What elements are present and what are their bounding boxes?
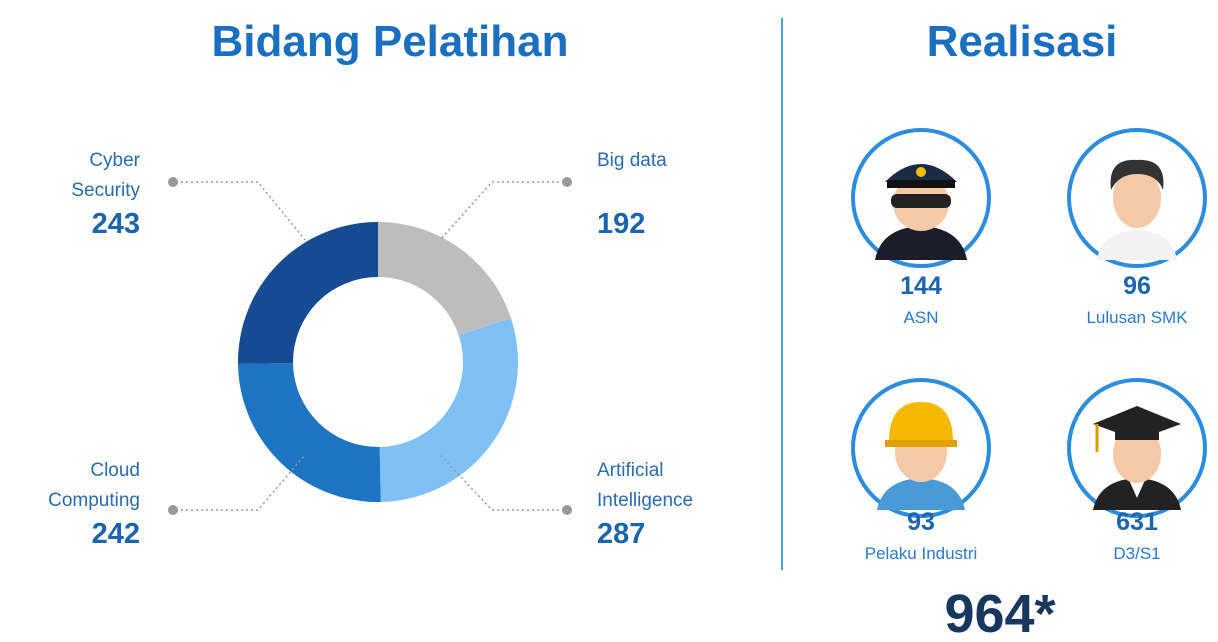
segment-name: Artificial Intelligence (597, 456, 693, 516)
donut (238, 222, 518, 502)
segment-value: 243 (71, 206, 140, 242)
realisasi-value: 96 (1123, 272, 1151, 300)
icon-industri (853, 380, 989, 516)
segment-name: Cyber Security (71, 146, 140, 206)
donut-segment (238, 222, 378, 364)
realisasi-label: Lulusan SMK (1086, 308, 1188, 327)
realisasi-label: Pelaku Industri (865, 544, 977, 563)
segment-value: 192 (597, 206, 667, 242)
page: {"chart_data": {"type": "donut", "title"… (0, 0, 1218, 642)
donut-segment (238, 363, 381, 502)
chart-title: Bidang Pelatihan (212, 17, 569, 66)
donut-segment (378, 222, 511, 335)
donut-segment (380, 318, 518, 502)
icon-smk (1069, 130, 1205, 266)
segment-name: Big data (597, 146, 667, 176)
segment-value: 287 (597, 516, 693, 552)
realisasi-label: ASN (904, 308, 939, 327)
segment-value: 242 (48, 516, 140, 552)
realisasi-value: 93 (907, 508, 935, 536)
icon-d3s1 (1069, 380, 1205, 516)
icon-asn (853, 130, 989, 266)
realisasi-label: D3/S1 (1113, 544, 1160, 563)
segment-label: Big data 192 (597, 146, 667, 242)
total: 964* (944, 584, 1055, 642)
segment-name: Cloud Computing (48, 456, 140, 516)
section-title: Realisasi (927, 17, 1118, 66)
realisasi-value: 631 (1116, 508, 1158, 536)
realisasi-value: 144 (900, 272, 942, 300)
